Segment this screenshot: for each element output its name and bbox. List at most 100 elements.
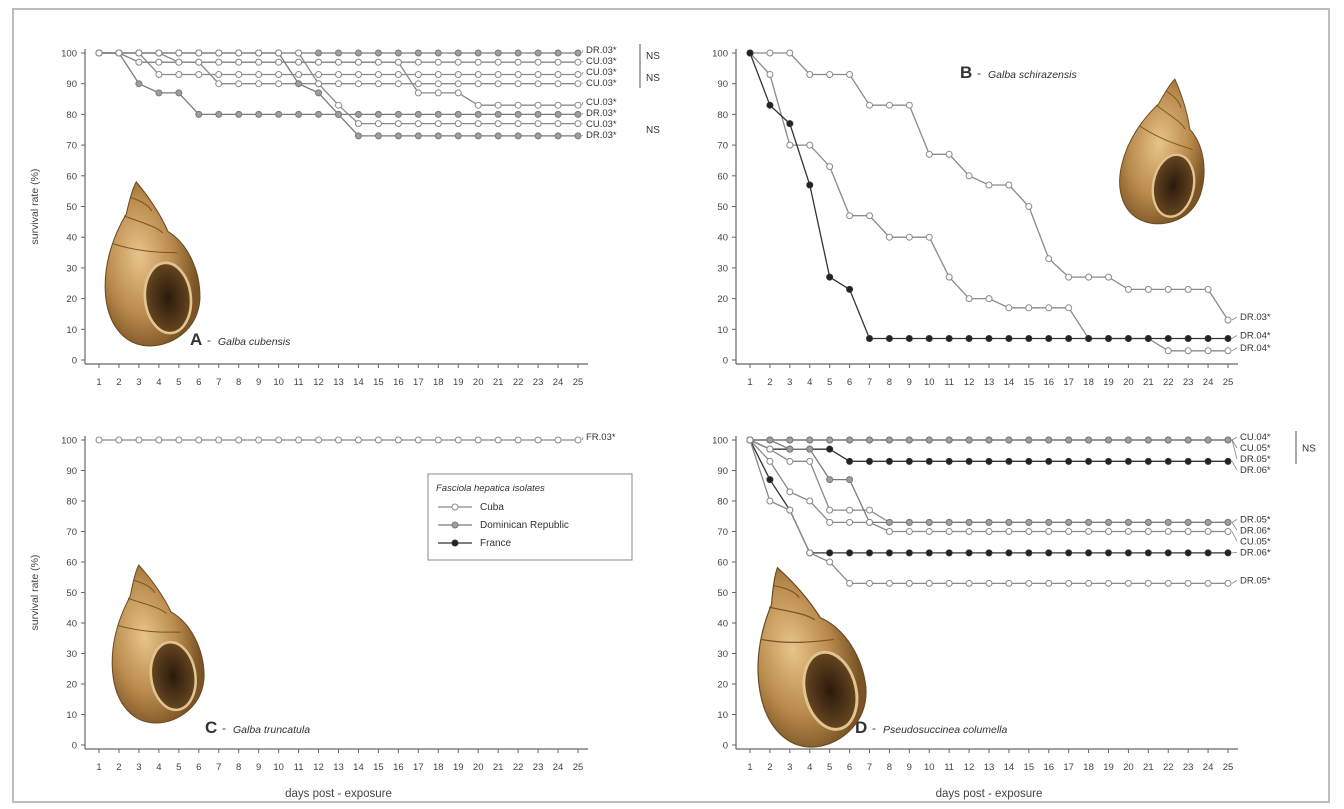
x-tick-label: 7: [216, 762, 221, 773]
data-point: [746, 436, 754, 444]
x-tick-label: 3: [787, 762, 792, 773]
data-point: [866, 579, 873, 587]
data-point: [335, 49, 342, 57]
data-point: [786, 506, 794, 514]
y-tick-label: 70: [66, 141, 77, 152]
data-point: [135, 80, 143, 88]
x-tick-label: 3: [787, 377, 792, 388]
data-point: [866, 506, 873, 514]
data-point: [554, 110, 562, 118]
data-point: [534, 58, 542, 66]
data-point: [195, 58, 203, 66]
data-point: [846, 518, 854, 526]
x-tick-label: 23: [1183, 762, 1194, 773]
x-tick-label: 8: [236, 762, 241, 773]
data-point: [554, 132, 562, 140]
data-point: [1144, 285, 1152, 293]
data-point: [574, 80, 582, 88]
data-point: [215, 58, 223, 66]
x-tick-label: 10: [273, 377, 284, 388]
series-label-leader: [1231, 522, 1238, 531]
shell-suture: [773, 585, 800, 598]
data-point: [965, 335, 973, 343]
data-point: [786, 445, 794, 453]
y-tick-label: 10: [717, 325, 728, 336]
data-point: [1164, 335, 1172, 343]
data-point: [315, 110, 323, 118]
data-point: [414, 436, 422, 444]
x-tick-label: 12: [964, 762, 975, 773]
x-tick-label: 4: [807, 377, 812, 388]
data-point: [866, 518, 873, 526]
ns-label: NS: [646, 51, 660, 62]
data-point: [925, 233, 933, 241]
series-end-label: DR.05*: [1240, 575, 1271, 586]
data-point: [195, 70, 203, 78]
x-tick-label: 9: [256, 377, 261, 388]
data-point: [295, 436, 303, 444]
data-point: [215, 80, 223, 88]
data-point: [1124, 335, 1132, 343]
series-line: [99, 52, 578, 85]
y-tick-label: 100: [61, 49, 77, 60]
data-point: [434, 80, 442, 88]
y-tick-label: 0: [72, 356, 77, 367]
data-point: [354, 70, 362, 78]
data-point: [315, 70, 323, 78]
legend-marker: [451, 539, 459, 547]
data-point: [1045, 518, 1053, 526]
y-tick-label: 40: [66, 619, 77, 630]
data-point: [235, 49, 243, 57]
data-point: [255, 70, 263, 78]
x-tick-label: 25: [1223, 762, 1234, 773]
data-point: [806, 445, 814, 453]
data-point: [1025, 579, 1033, 587]
data-point: [454, 58, 462, 66]
data-point: [514, 101, 522, 109]
x-tick-label: 24: [1203, 377, 1214, 388]
data-point: [354, 58, 362, 66]
data-point: [1164, 518, 1172, 526]
shell-suture: [112, 243, 178, 254]
data-point: [295, 58, 303, 66]
x-tick-label: 24: [553, 377, 564, 388]
data-point: [885, 457, 893, 465]
data-point: [1085, 579, 1093, 587]
data-point: [1025, 549, 1033, 557]
series-end-label: CU.03*: [586, 67, 617, 78]
data-point: [1124, 549, 1132, 557]
y-tick-label: 50: [717, 588, 728, 599]
data-point: [826, 506, 834, 514]
data-point: [866, 549, 873, 557]
y-tick-label: 90: [66, 466, 77, 477]
data-point: [925, 528, 933, 535]
x-tick-label: 13: [984, 377, 995, 388]
data-point: [255, 49, 263, 57]
data-point: [1144, 528, 1152, 535]
data-point: [905, 436, 913, 444]
series-8: [95, 49, 582, 128]
y-tick-label: 10: [66, 710, 77, 721]
x-tick-label: 12: [313, 377, 324, 388]
data-point: [786, 436, 794, 444]
x-tick-label: 14: [353, 762, 364, 773]
series-end-label: DR.03*: [586, 108, 617, 119]
x-tick-label: 13: [984, 762, 995, 773]
series-end-label: DR.04*: [1240, 343, 1271, 354]
data-point: [394, 58, 402, 66]
data-point: [374, 436, 382, 444]
data-point: [1065, 518, 1073, 526]
series-end-label: CU.03*: [586, 97, 617, 108]
data-point: [554, 58, 562, 66]
x-tick-label: 16: [1043, 762, 1054, 773]
x-tick-label: 25: [573, 377, 584, 388]
data-point: [394, 120, 402, 128]
data-point: [1005, 518, 1013, 526]
data-point: [1085, 436, 1093, 444]
x-tick-label: 23: [533, 377, 544, 388]
data-point: [514, 132, 522, 140]
data-point: [494, 110, 502, 118]
data-point: [925, 518, 933, 526]
data-point: [885, 101, 893, 109]
data-point: [1144, 436, 1152, 444]
